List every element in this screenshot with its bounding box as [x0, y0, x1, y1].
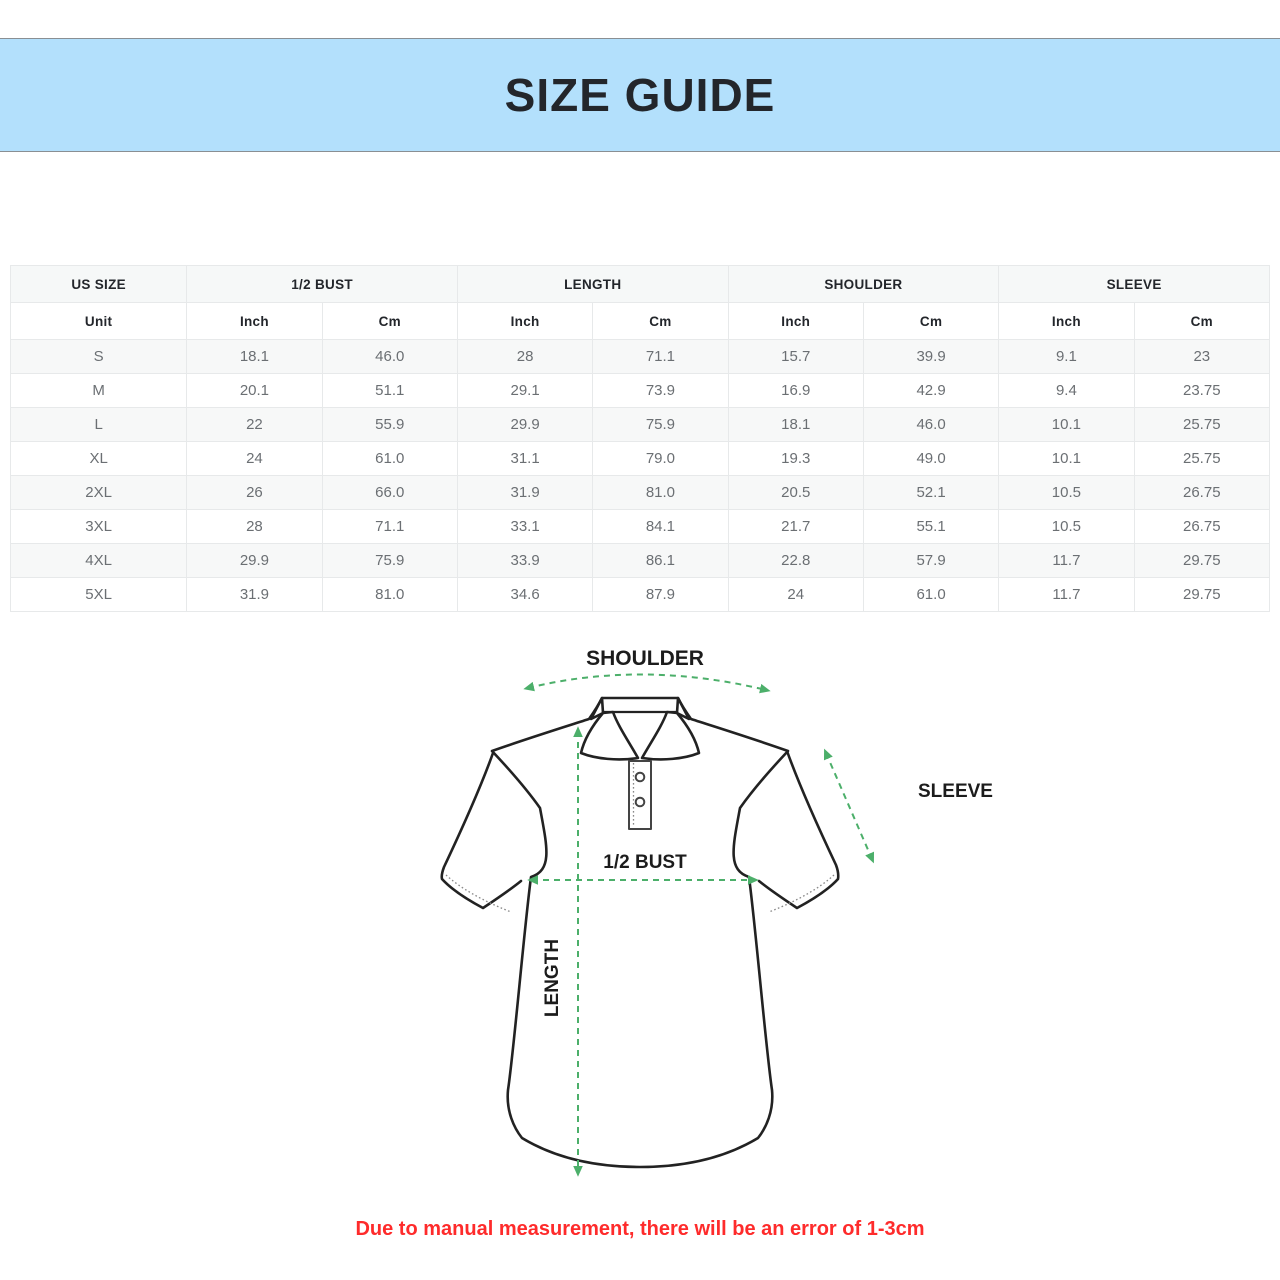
svg-text:SLEEVE: SLEEVE — [918, 781, 993, 802]
svg-text:1/2 BUST: 1/2 BUST — [603, 852, 687, 873]
svg-text:LENGTH: LENGTH — [542, 939, 563, 1017]
svg-text:SHOULDER: SHOULDER — [586, 647, 704, 670]
